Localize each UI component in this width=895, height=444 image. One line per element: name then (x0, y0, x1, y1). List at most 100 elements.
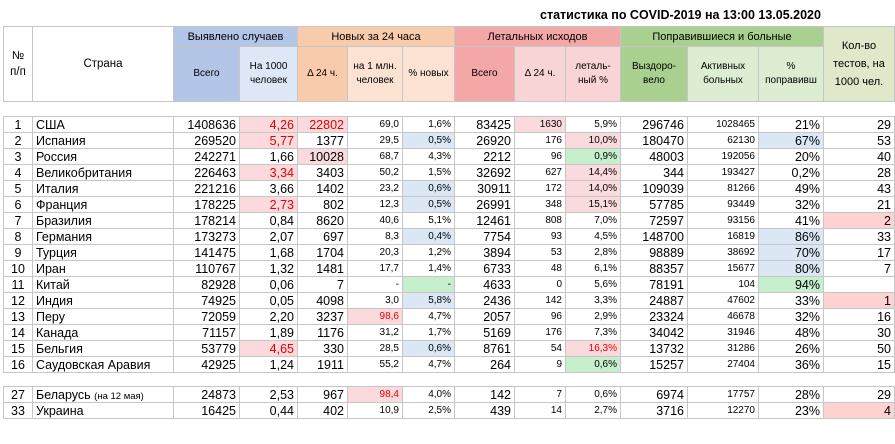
cell-per1m: 3,0 (347, 292, 403, 309)
cell-country: Великобритания (32, 164, 174, 181)
cell-let: 5,9% (565, 116, 621, 133)
cell-per1000: 2,07 (239, 228, 298, 245)
cell-prec: 41% (758, 212, 824, 229)
cell-prec: 49% (758, 180, 824, 197)
subheader-deaths-delta: Δ 24 ч. (514, 46, 566, 102)
cell-act: 192056 (687, 148, 759, 165)
cell-country: Китай (32, 276, 174, 293)
cell-pnew: 0,5% (402, 132, 455, 149)
cell-country: Бельгия (32, 340, 174, 357)
table-row: 16 Саудовская Аравия 42925 1,24 1911 55,2 4,7%… (3, 356, 895, 373)
table-row: 5 Италия 221216 3,66 1402 23,2 0,6% 30911 172 14,… (3, 180, 895, 197)
cell-prec: 86% (758, 228, 824, 245)
cell-rec: 13732 (620, 340, 688, 357)
cell-prec: 32% (758, 308, 824, 325)
cell-pnew: 0,6% (402, 180, 455, 197)
cell-per1m: - (347, 276, 403, 293)
cell-let: 2,9% (565, 308, 621, 325)
cell-prec: 26% (758, 340, 824, 357)
cell-per1m: 23,2 (347, 180, 403, 197)
table-row: 11 Китай 82928 0,06 7- -4633 0 5,6% 78191 104 94% (3, 276, 895, 293)
cell-rec: 24887 (620, 292, 688, 309)
cell-per1000: 2,73 (239, 196, 298, 213)
cell-total: 242271 (173, 148, 240, 165)
table-row: 7 Бразилия 178214 0,84 8620 40,6 5,1% 12461 808 7… (3, 212, 895, 229)
cell-dd: 172 (514, 180, 566, 197)
cell-total: 82928 (173, 276, 240, 293)
cell-prec: 21% (758, 116, 824, 133)
cell-total: 74925 (173, 292, 240, 309)
cell-dd: 348 (514, 196, 566, 213)
cell-d24: 802 (297, 196, 348, 213)
cell-dd: 53 (514, 244, 566, 261)
cell-deaths: 2212 (454, 148, 515, 165)
cell-country: Бразилия (32, 212, 174, 229)
cell-country: Франция (32, 196, 174, 213)
cell-let: 0,9% (565, 148, 621, 165)
table-row: 3 Россия 242271 1,66 10028 68,7 4,3% 2212 96 0,9%… (3, 148, 895, 165)
cell-total: 110767 (173, 260, 240, 277)
cell-act: 193427 (687, 164, 759, 181)
cell-deaths: 5169 (454, 324, 515, 341)
covid-stats-table: № п/п Страна Выявлено случаев Новых за 2… (3, 26, 895, 419)
cell-per1000: 1,89 (239, 324, 298, 341)
cell-per1m: 40,6 (347, 212, 403, 229)
cell-country: Индия (32, 292, 174, 309)
cell-dd: 54 (514, 340, 566, 357)
cell-act: 31286 (687, 340, 759, 357)
cell-per1000: 1,66 (239, 148, 298, 165)
cell-tests: 4 (823, 402, 895, 419)
cell-n: 9 (3, 244, 33, 261)
cell-n: 16 (3, 356, 33, 373)
subheader-lethal-pct: леталь-ный % (565, 46, 621, 102)
cell-country: Иран (32, 260, 174, 277)
header-tests: Кол-во тестов, на 1000 чел. (823, 26, 895, 102)
cell-rec: 180470 (620, 132, 688, 149)
table-row: 12 Индия 74925 0,05 4098 3,0 5,8% 2436 142 3,3% 24… (3, 292, 895, 309)
cell-per1000: 0,44 (239, 402, 298, 419)
spacer-row (3, 372, 895, 387)
cell-prec: 32% (758, 196, 824, 213)
cell-per1000: 0,84 (239, 212, 298, 229)
cell-n: 5 (3, 180, 33, 197)
cell-d24: 1704 (297, 244, 348, 261)
table-row: 1 США 1408636 4,26 22802 69,0 1,6% 83425 1630 5,9… (3, 116, 895, 133)
cell-pnew: 1,2% (402, 244, 455, 261)
cell-d24: 1911 (297, 356, 348, 373)
cell-total: 42925 (173, 356, 240, 373)
cell-per1m: 28,5 (347, 340, 403, 357)
cell-let: 0,6% (565, 356, 621, 373)
cell-act: 16819 (687, 228, 759, 245)
cell-deaths: 32692 (454, 164, 515, 181)
cell-dd: 14 (514, 402, 566, 419)
cell-tests: 30 (823, 324, 895, 341)
cell-prec: 48% (758, 324, 824, 341)
cell-country: Канада (32, 324, 174, 341)
cell-total: 141475 (173, 244, 240, 261)
cell-act: 27404 (687, 356, 759, 373)
cell-d24: 1481 (297, 260, 348, 277)
cell-deaths: 12461 (454, 212, 515, 229)
cell-per1m: 98,6 (347, 308, 403, 325)
cell-let: 2,8% (565, 244, 621, 261)
cell-pnew: 1,7% (402, 324, 455, 341)
subheader-active: Активных больных (687, 46, 759, 102)
subheader-pct-recovered: % поправивш (758, 46, 824, 102)
cell-total: 71157 (173, 324, 240, 341)
cell-d24: 3403 (297, 164, 348, 181)
cell-tests: 53 (823, 132, 895, 149)
cell-per1000: 5,77 (239, 132, 298, 149)
cell-per1000: 1,24 (239, 356, 298, 373)
cell-n: 3 (3, 148, 33, 165)
cell-d24: 330 (297, 340, 348, 357)
cell-prec: 28% (758, 386, 824, 403)
cell-deaths: 26920 (454, 132, 515, 149)
cell-d24: 8620 (297, 212, 348, 229)
cell-n: 7 (3, 212, 33, 229)
cell-d24: 4098 (297, 292, 348, 309)
cell-rec: 57785 (620, 196, 688, 213)
cell-rec: 78191 (620, 276, 688, 293)
cell-let: 10,0% (565, 132, 621, 149)
cell-dd: 48 (514, 260, 566, 277)
cell-prec: 36% (758, 356, 824, 373)
